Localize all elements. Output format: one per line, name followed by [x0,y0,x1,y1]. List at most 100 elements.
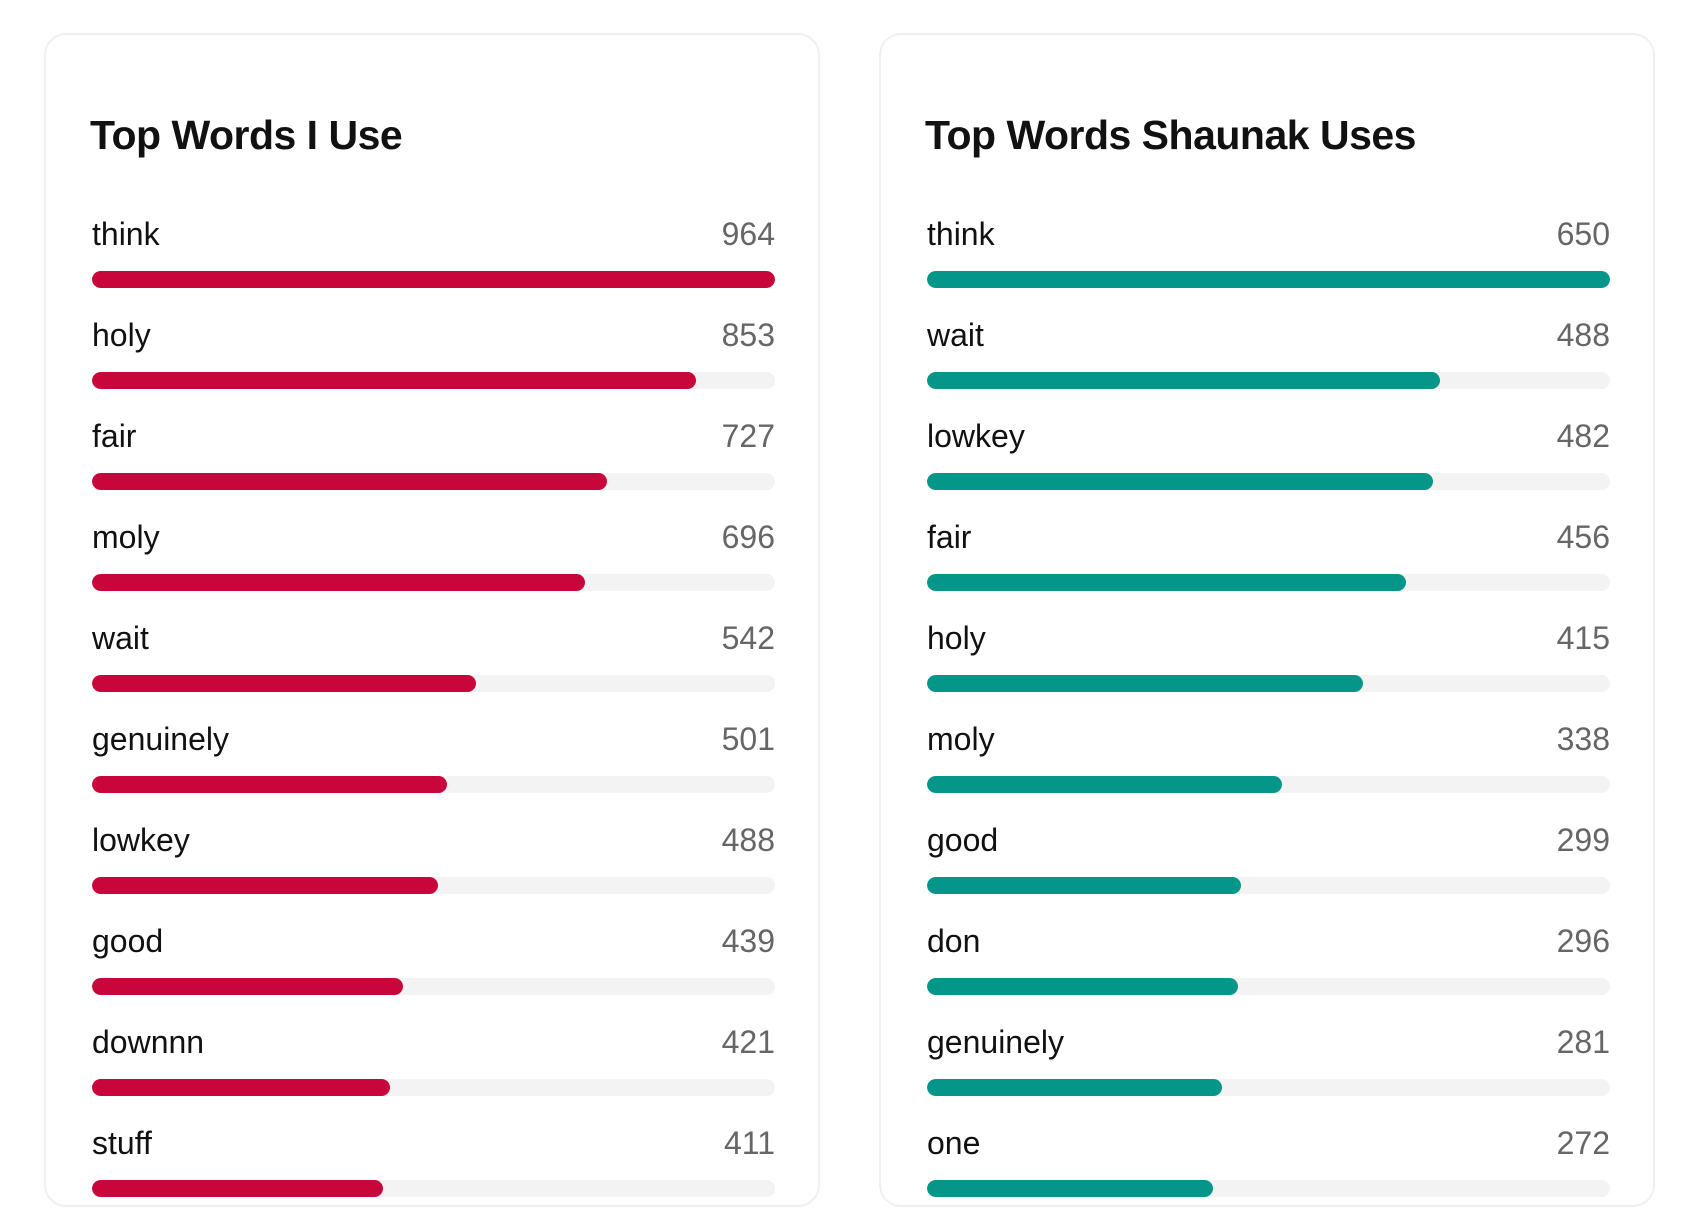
word-label: stuff [92,1125,152,1161]
card-title: Top Words Shaunak Uses [925,112,1416,158]
word-count: 964 [721,216,775,252]
word-count: 542 [721,620,775,656]
word-label: good [927,822,999,858]
word-count: 650 [1556,216,1610,252]
word-count: 411 [723,1125,775,1161]
word-label: moly [927,721,995,757]
bar-track [92,978,775,995]
shaunak-top-words-card: Top Words Shaunak Uses think 650 wait 488 lo… [879,33,1655,1207]
word-label: think [92,216,160,252]
word-label: one [927,1125,981,1161]
bar-fill [927,1180,1213,1197]
word-label: moly [92,519,160,555]
bar-fill [92,1180,384,1197]
word-bar-row: genuinely 281 [927,1026,1610,1127]
bar-track [92,776,775,793]
bar-track [927,776,1610,793]
word-count: 338 [1556,721,1610,757]
word-bar-row: wait 542 [92,622,775,723]
word-label: fair [92,418,137,454]
word-count: 439 [721,923,775,959]
word-label: fair [927,519,972,555]
word-label: wait [927,317,984,353]
word-label: downnn [92,1024,205,1060]
bar-track [927,978,1610,995]
word-bar-row: downnn 421 [92,1026,775,1127]
word-bar-row: think 650 [927,218,1610,319]
word-bar-row: one 272 [927,1127,1610,1228]
bar-fill [927,473,1434,490]
bar-fill [92,473,608,490]
word-count: 421 [721,1024,775,1060]
card-title: Top Words I Use [90,112,403,158]
word-label: lowkey [927,418,1025,454]
word-bar-list: think 964 holy 853 fair 727 moly 696 wait 542 genu… [92,218,775,1228]
bar-track [92,1180,775,1197]
word-bar-row: moly 338 [927,723,1610,824]
bar-track [927,1079,1610,1096]
word-bar-row: fair 727 [92,420,775,521]
bar-track [927,1180,1610,1197]
word-bar-row: moly 696 [92,521,775,622]
bar-fill [927,776,1283,793]
bar-fill [92,574,586,591]
word-bar-row: good 439 [92,925,775,1026]
bar-fill [92,372,697,389]
bar-track [927,877,1610,894]
word-count: 415 [1556,620,1610,656]
word-label: genuinely [927,1024,1064,1060]
word-count: 299 [1556,822,1610,858]
bar-track [92,675,775,692]
word-bar-row: holy 853 [92,319,775,420]
word-bar-row: fair 456 [927,521,1610,622]
bar-track [927,271,1610,288]
bar-track [92,271,775,288]
word-bar-row: think 964 [92,218,775,319]
word-label: lowkey [92,822,190,858]
word-count: 488 [721,822,775,858]
bar-fill [927,372,1440,389]
bar-fill [927,1079,1223,1096]
word-count: 853 [721,317,775,353]
word-bar-list: think 650 wait 488 lowkey 482 fair 456 holy 415 mo… [927,218,1610,1228]
bar-fill [92,978,404,995]
word-label: good [92,923,164,959]
bar-track [927,675,1610,692]
word-count: 696 [721,519,775,555]
word-count: 281 [1556,1024,1610,1060]
bar-fill [927,675,1364,692]
word-count: 488 [1556,317,1610,353]
bar-track [927,473,1610,490]
word-count: 501 [721,721,775,757]
word-count: 482 [1556,418,1610,454]
bar-fill [92,271,775,288]
word-label: genuinely [92,721,229,757]
word-bar-row: don 296 [927,925,1610,1026]
bar-track [92,574,775,591]
bar-track [927,372,1610,389]
word-bar-row: good 299 [927,824,1610,925]
word-bar-row: wait 488 [927,319,1610,420]
bar-fill [927,978,1239,995]
word-bar-row: genuinely 501 [92,723,775,824]
bar-track [927,574,1610,591]
word-label: don [927,923,981,959]
word-label: think [927,216,995,252]
word-bar-row: stuff 411 [92,1127,775,1228]
bar-track [92,372,775,389]
bar-fill [927,271,1610,288]
bar-track [92,877,775,894]
word-bar-row: lowkey 488 [92,824,775,925]
bar-fill [92,877,438,894]
word-label: holy [927,620,986,656]
bar-fill [927,877,1242,894]
bar-fill [92,1079,391,1096]
word-bar-row: holy 415 [927,622,1610,723]
bar-fill [92,776,447,793]
word-label: holy [92,317,151,353]
word-count: 296 [1556,923,1610,959]
word-label: wait [92,620,149,656]
word-bar-row: lowkey 482 [927,420,1610,521]
word-count: 456 [1556,519,1610,555]
word-count: 272 [1556,1125,1610,1161]
